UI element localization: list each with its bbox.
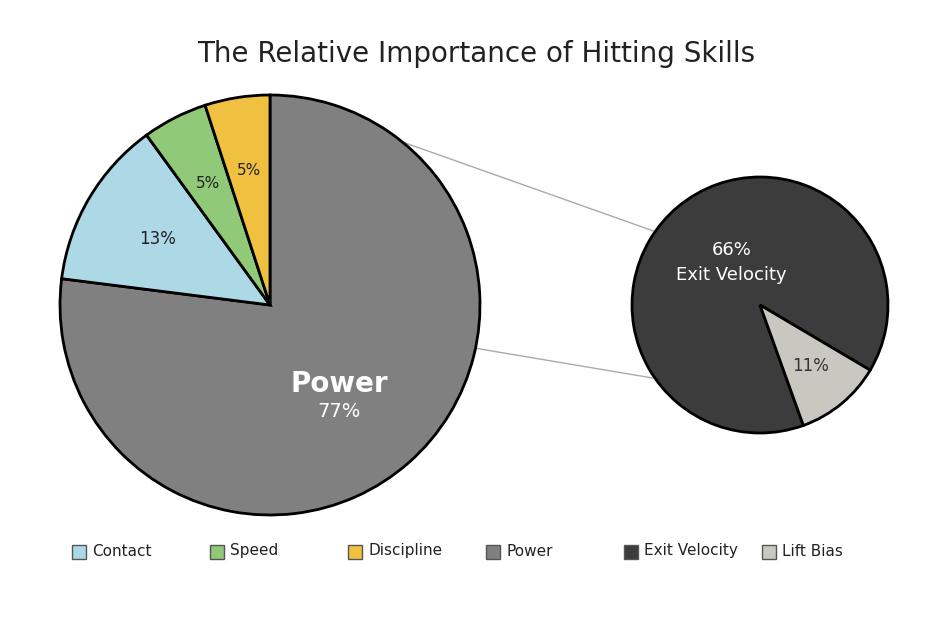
Bar [72,545,86,559]
Text: 11%: 11% [792,357,829,375]
Wedge shape [62,135,270,305]
Text: Contact: Contact [92,544,151,559]
Text: 77%: 77% [318,402,361,421]
Text: 13%: 13% [140,230,176,248]
Wedge shape [147,105,270,305]
Text: Power: Power [290,370,388,398]
Text: Discipline: Discipline [368,544,442,559]
Wedge shape [632,177,888,433]
Text: Speed: Speed [230,544,278,559]
Text: The Relative Importance of Hitting Skills: The Relative Importance of Hitting Skill… [197,40,755,68]
Bar [486,545,500,559]
Bar [210,545,224,559]
Bar [348,545,362,559]
Text: 5%: 5% [196,176,220,191]
Bar [762,545,776,559]
Text: 5%: 5% [236,162,261,178]
Wedge shape [760,305,870,425]
Wedge shape [60,95,480,515]
Wedge shape [205,95,270,305]
Text: 66%: 66% [711,241,751,260]
Text: Exit Velocity: Exit Velocity [644,544,738,559]
Text: Exit Velocity: Exit Velocity [676,267,786,285]
Text: Power: Power [506,544,552,559]
Bar [624,545,638,559]
Text: Lift Bias: Lift Bias [782,544,843,559]
